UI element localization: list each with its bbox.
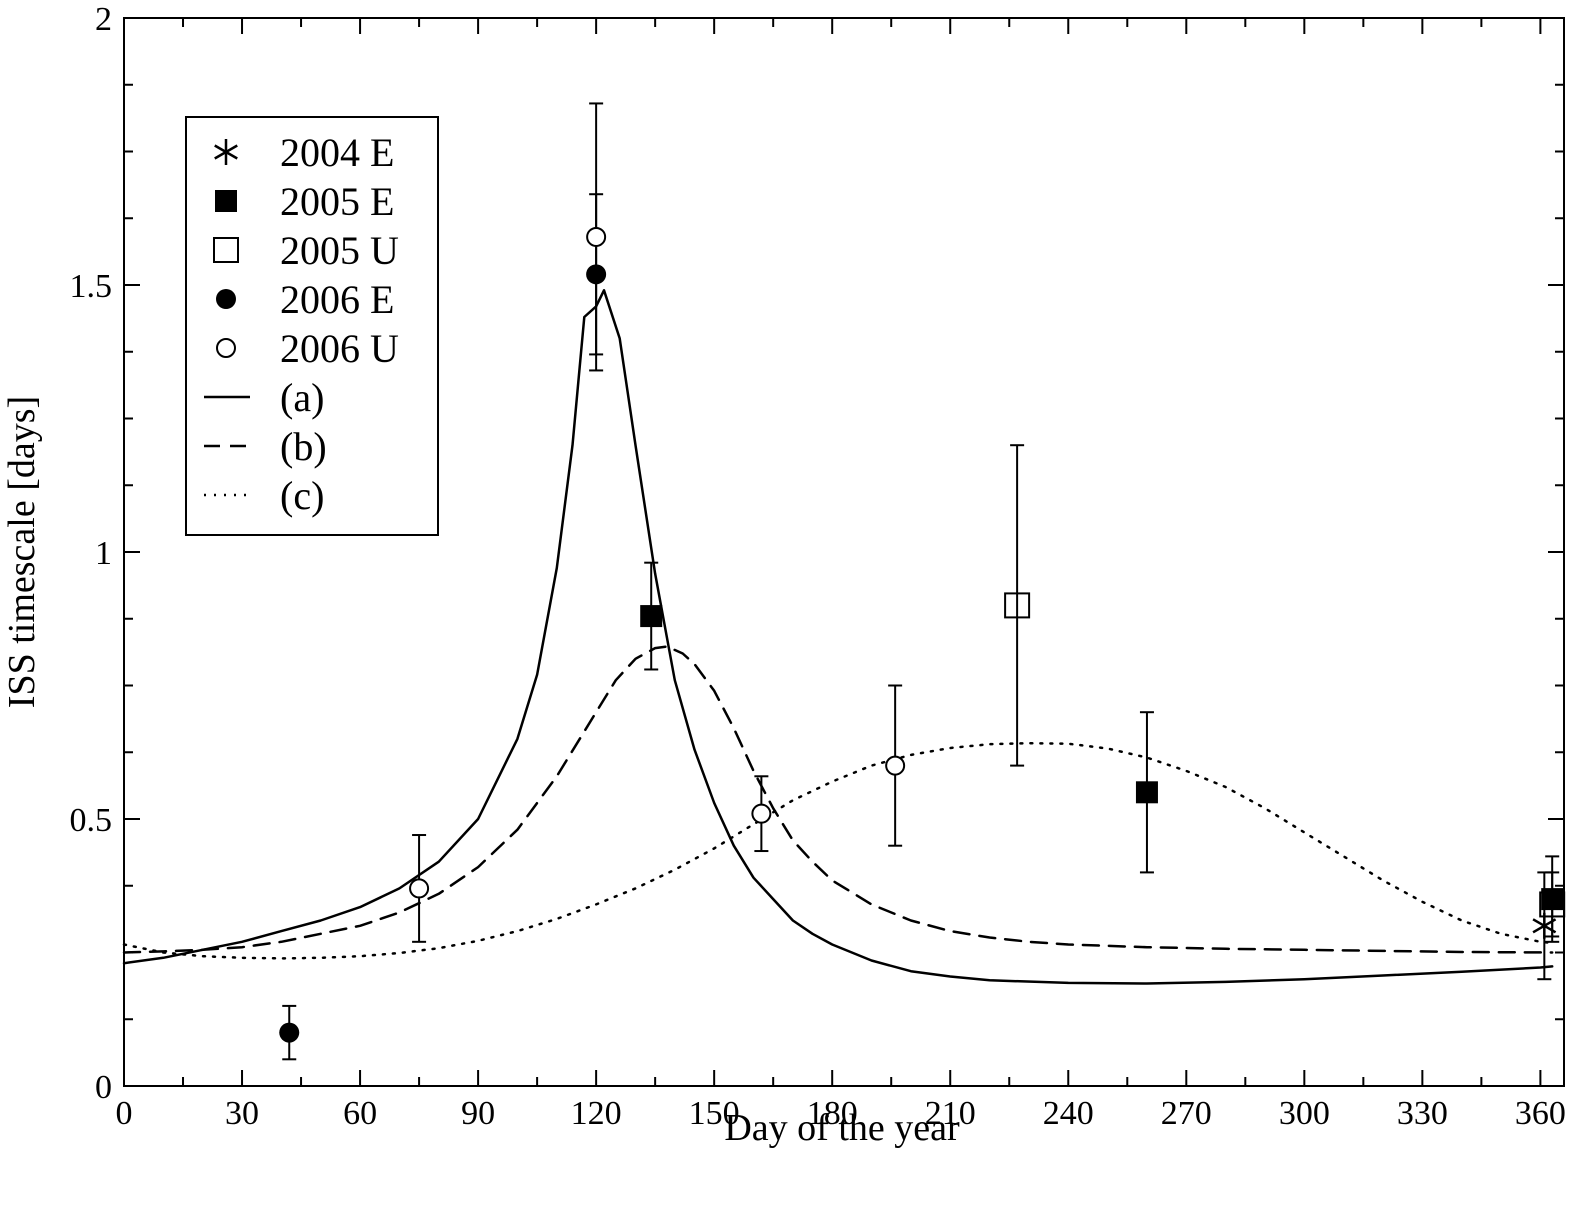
- curve-a: [122, 289, 1554, 985]
- x-tick-label: 270: [1161, 1095, 1212, 1132]
- curve-c: [122, 741, 1554, 960]
- curve-b: [122, 645, 1554, 954]
- marker-open-circle: [751, 803, 772, 824]
- data-point-2005-e: [640, 605, 663, 628]
- marker-open-square: [1539, 891, 1566, 918]
- marker-filled-square: [1135, 781, 1158, 804]
- x-tick-label: 0: [116, 1095, 133, 1132]
- marker-open-circle: [885, 755, 906, 776]
- data-point-2006-e: [279, 1022, 300, 1043]
- data-points: [279, 102, 1566, 1061]
- legend-symbol: [216, 338, 236, 358]
- marker-open-square: [213, 237, 239, 263]
- marker-open-square: [1004, 592, 1031, 619]
- x-tick-label: 60: [343, 1095, 377, 1132]
- marker-filled-square: [640, 605, 663, 628]
- x-axis-ticks: 0 30 60 90 120 150 180 210 240 270 300 330 360: [116, 18, 1566, 1132]
- marker-filled-circle: [216, 289, 236, 309]
- y-tick-label: 1: [95, 535, 112, 572]
- legend-symbol: [213, 237, 239, 263]
- legend-label: (a): [280, 375, 324, 420]
- legend-label: 2006 U: [280, 326, 399, 371]
- marker-asterisk-stroke: [214, 144, 238, 160]
- legend-symbol: [216, 289, 236, 309]
- data-point-2006-u: [586, 226, 607, 247]
- legend-label: 2006 E: [280, 277, 394, 322]
- marker-open-circle: [409, 878, 430, 899]
- legend-box: [185, 116, 439, 536]
- x-tick-label: 90: [461, 1095, 495, 1132]
- marker-filled-circle: [279, 1022, 300, 1043]
- x-tick-label: 30: [225, 1095, 259, 1132]
- x-tick-label: 240: [1043, 1095, 1094, 1132]
- x-tick-label: 360: [1515, 1095, 1566, 1132]
- x-axis-label: Day of the year: [724, 1107, 960, 1149]
- legend-label: (c): [280, 473, 324, 518]
- x-tick-label: 120: [571, 1095, 622, 1132]
- y-axis-ticks: 0 0.5 1 1.5 2: [70, 1, 1564, 1106]
- x-tick-label: 210: [925, 1095, 976, 1132]
- legend-symbol: [215, 190, 237, 212]
- legend-label: (b): [280, 424, 327, 469]
- data-point-2006-u: [751, 803, 772, 824]
- x-tick-label: 150: [689, 1095, 740, 1132]
- y-tick-label: 1.5: [70, 268, 113, 305]
- x-tick-label: 300: [1279, 1095, 1330, 1132]
- legend-label: 2005 U: [280, 228, 399, 273]
- data-point-2005-e: [1135, 781, 1158, 804]
- marker-open-circle: [216, 338, 236, 358]
- marker-open-circle: [586, 226, 607, 247]
- model-curves: [122, 289, 1554, 985]
- legend-label: 2004 E: [280, 130, 394, 175]
- marker-filled-square: [215, 190, 237, 212]
- y-tick-label: 0: [95, 1069, 112, 1106]
- x-tick-label: 330: [1397, 1095, 1448, 1132]
- y-tick-label: 2: [95, 1, 112, 38]
- data-point-2006-u: [885, 755, 906, 776]
- y-axis-label: ISS timescale [days]: [1, 396, 43, 708]
- x-tick-label: 180: [807, 1095, 858, 1132]
- data-point-2006-u: [409, 878, 430, 899]
- legend-symbol: [214, 139, 238, 165]
- y-tick-label: 0.5: [70, 802, 113, 839]
- data-point-2005-u: [1539, 891, 1566, 918]
- legend-label: 2005 E: [280, 179, 394, 224]
- data-point-2005-u: [1004, 592, 1031, 619]
